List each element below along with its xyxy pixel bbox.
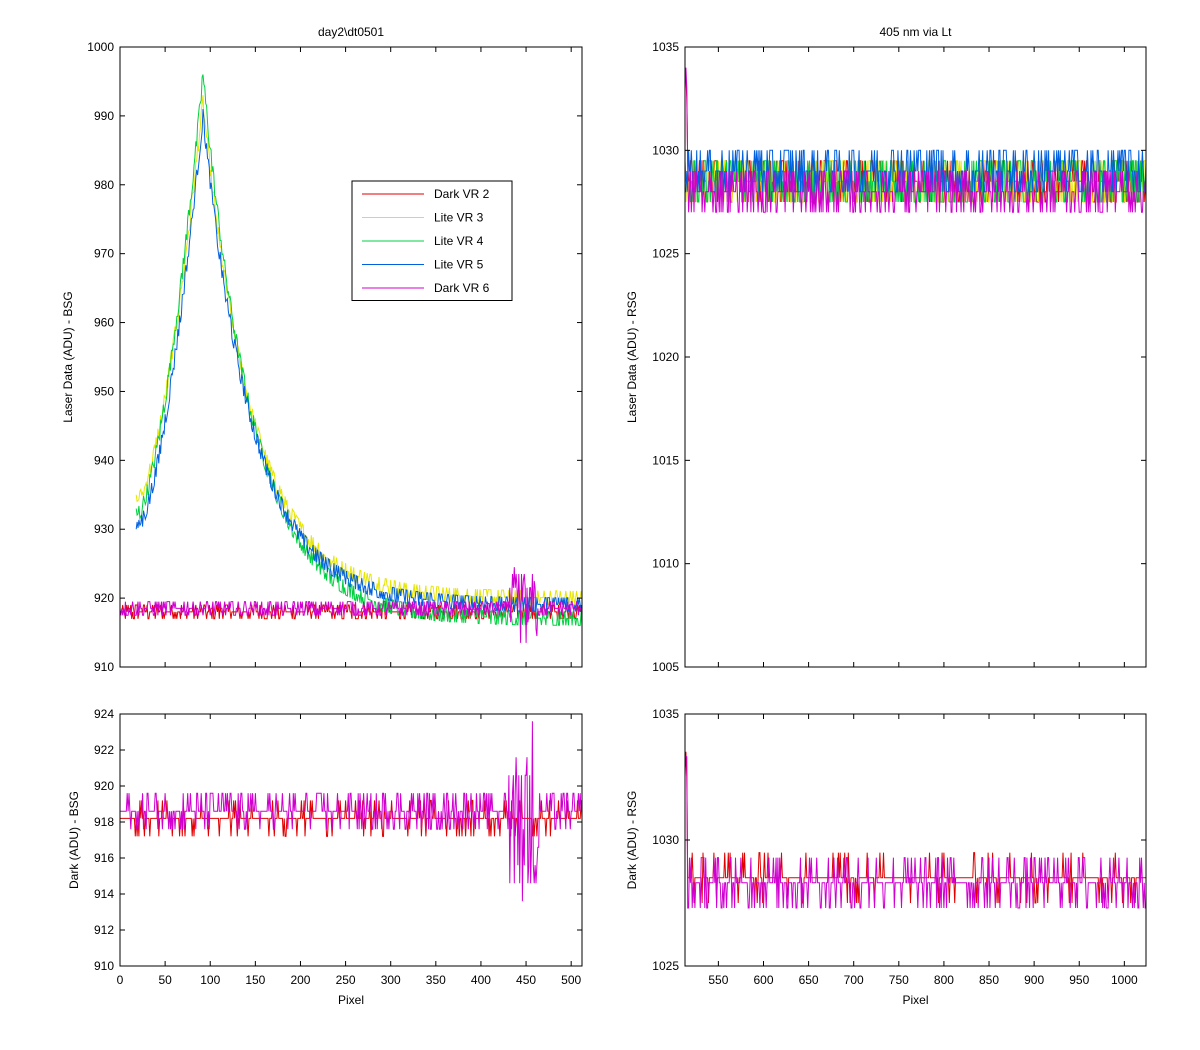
y-tick-label: 918 [94,815,114,829]
chart-title: 405 nm via Lt [879,25,952,39]
series-line-lite-vr-4 [135,74,582,626]
x-tick-label: 0 [117,973,124,987]
y-tick-label: 960 [94,316,114,330]
y-tick-label: 1030 [652,833,679,847]
x-axis-label: Pixel [902,993,928,1007]
legend-label: Dark VR 6 [434,281,490,295]
y-tick-label: 916 [94,851,114,865]
x-tick-label: 700 [844,973,864,987]
y-tick-label: 940 [94,453,114,467]
x-tick-label: 650 [799,973,819,987]
series-line-dark-vr-2 [120,799,582,837]
y-tick-label: 980 [94,178,114,192]
series-group [120,721,582,902]
y-tick-label: 950 [94,384,114,398]
y-tick-label: 910 [94,959,114,973]
series-line-lite-vr-5 [685,149,1146,193]
series-line-dark-vr-6 [685,756,1146,909]
y-tick-label: 1015 [652,453,679,467]
legend-label: Dark VR 2 [434,187,490,201]
y-axis-label: Laser Data (ADU) - RSG [625,291,639,423]
chart-bottom-left: 910 912 914 916 918 920 922 924 0 50 100 150 200 250 3… [67,707,583,1007]
x-tick-label: 950 [1069,973,1089,987]
legend-label: Lite VR 3 [434,211,484,225]
x-tick-label: 350 [426,973,446,987]
y-tick-label: 1025 [652,247,679,261]
y-tick-label: 914 [94,887,114,901]
series-line-lite-vr-3 [135,95,582,605]
x-tick-label: 900 [1024,973,1044,987]
axes-box [119,713,583,967]
x-tick-label: 50 [158,973,172,987]
series-line-dark-vr-6 [685,67,1146,213]
x-tick-label: 250 [336,973,356,987]
chart-top-right: 1005 1010 1015 1020 1025 1030 1035 405 nm via L… [625,25,1147,674]
x-tick-label: 150 [245,973,265,987]
x-tick-label: 400 [471,973,491,987]
series-group [685,67,1146,213]
legend-label: Lite VR 5 [434,258,484,272]
x-axis-label: Pixel [338,993,364,1007]
axes-box [684,46,1147,668]
y-tick-label: 970 [94,247,114,261]
y-tick-label: 924 [94,707,114,721]
y-axis-label: Dark (ADU) - RSG [625,791,639,890]
y-tick-label: 922 [94,743,114,757]
y-tick-label: 1005 [652,660,679,674]
series-line-dark-vr-6 [120,721,582,902]
series-line-dark-vr-6 [120,567,582,643]
y-tick-label: 920 [94,591,114,605]
y-tick-label: 930 [94,522,114,536]
y-tick-label: 1025 [652,959,679,973]
y-tick-label: 990 [94,109,114,123]
y-tick-label: 1035 [652,707,679,721]
legend-label: Lite VR 4 [434,234,484,248]
x-tick-label: 450 [516,973,536,987]
y-tick-label: 912 [94,923,114,937]
x-tick-label: 1000 [1111,973,1138,987]
series-group [685,751,1146,909]
series-group [120,74,582,643]
y-axis-label: Laser Data (ADU) - BSG [61,291,75,422]
x-tick-label: 800 [934,973,954,987]
x-tick-label: 550 [708,973,728,987]
legend: Dark VR 2 Lite VR 3 Lite VR 4 Lite VR 5 Dark… [351,180,513,301]
axes-box [119,46,583,668]
chart-top-left: 910 920 930 940 950 960 970 980 990 1000 day2\dt05… [61,25,583,674]
chart-bottom-right: 1025 1030 1035 550 600 650 700 750 800 850 900 950 1… [625,707,1147,1007]
x-tick-label: 600 [753,973,773,987]
x-tick-label: 750 [889,973,909,987]
y-tick-label: 1030 [652,143,679,157]
axes-box [684,713,1147,967]
y-tick-label: 920 [94,779,114,793]
y-tick-label: 1000 [87,40,114,54]
chart-title: day2\dt0501 [318,25,384,39]
x-tick-label: 100 [200,973,220,987]
y-tick-label: 1020 [652,350,679,364]
y-tick-label: 1010 [652,557,679,571]
y-tick-label: 910 [94,660,114,674]
y-axis-label: Dark (ADU) - BSG [67,791,81,889]
x-tick-label: 200 [290,973,310,987]
x-tick-label: 300 [381,973,401,987]
y-tick-label: 1035 [652,40,679,54]
x-tick-label: 850 [979,973,999,987]
x-tick-label: 500 [561,973,581,987]
